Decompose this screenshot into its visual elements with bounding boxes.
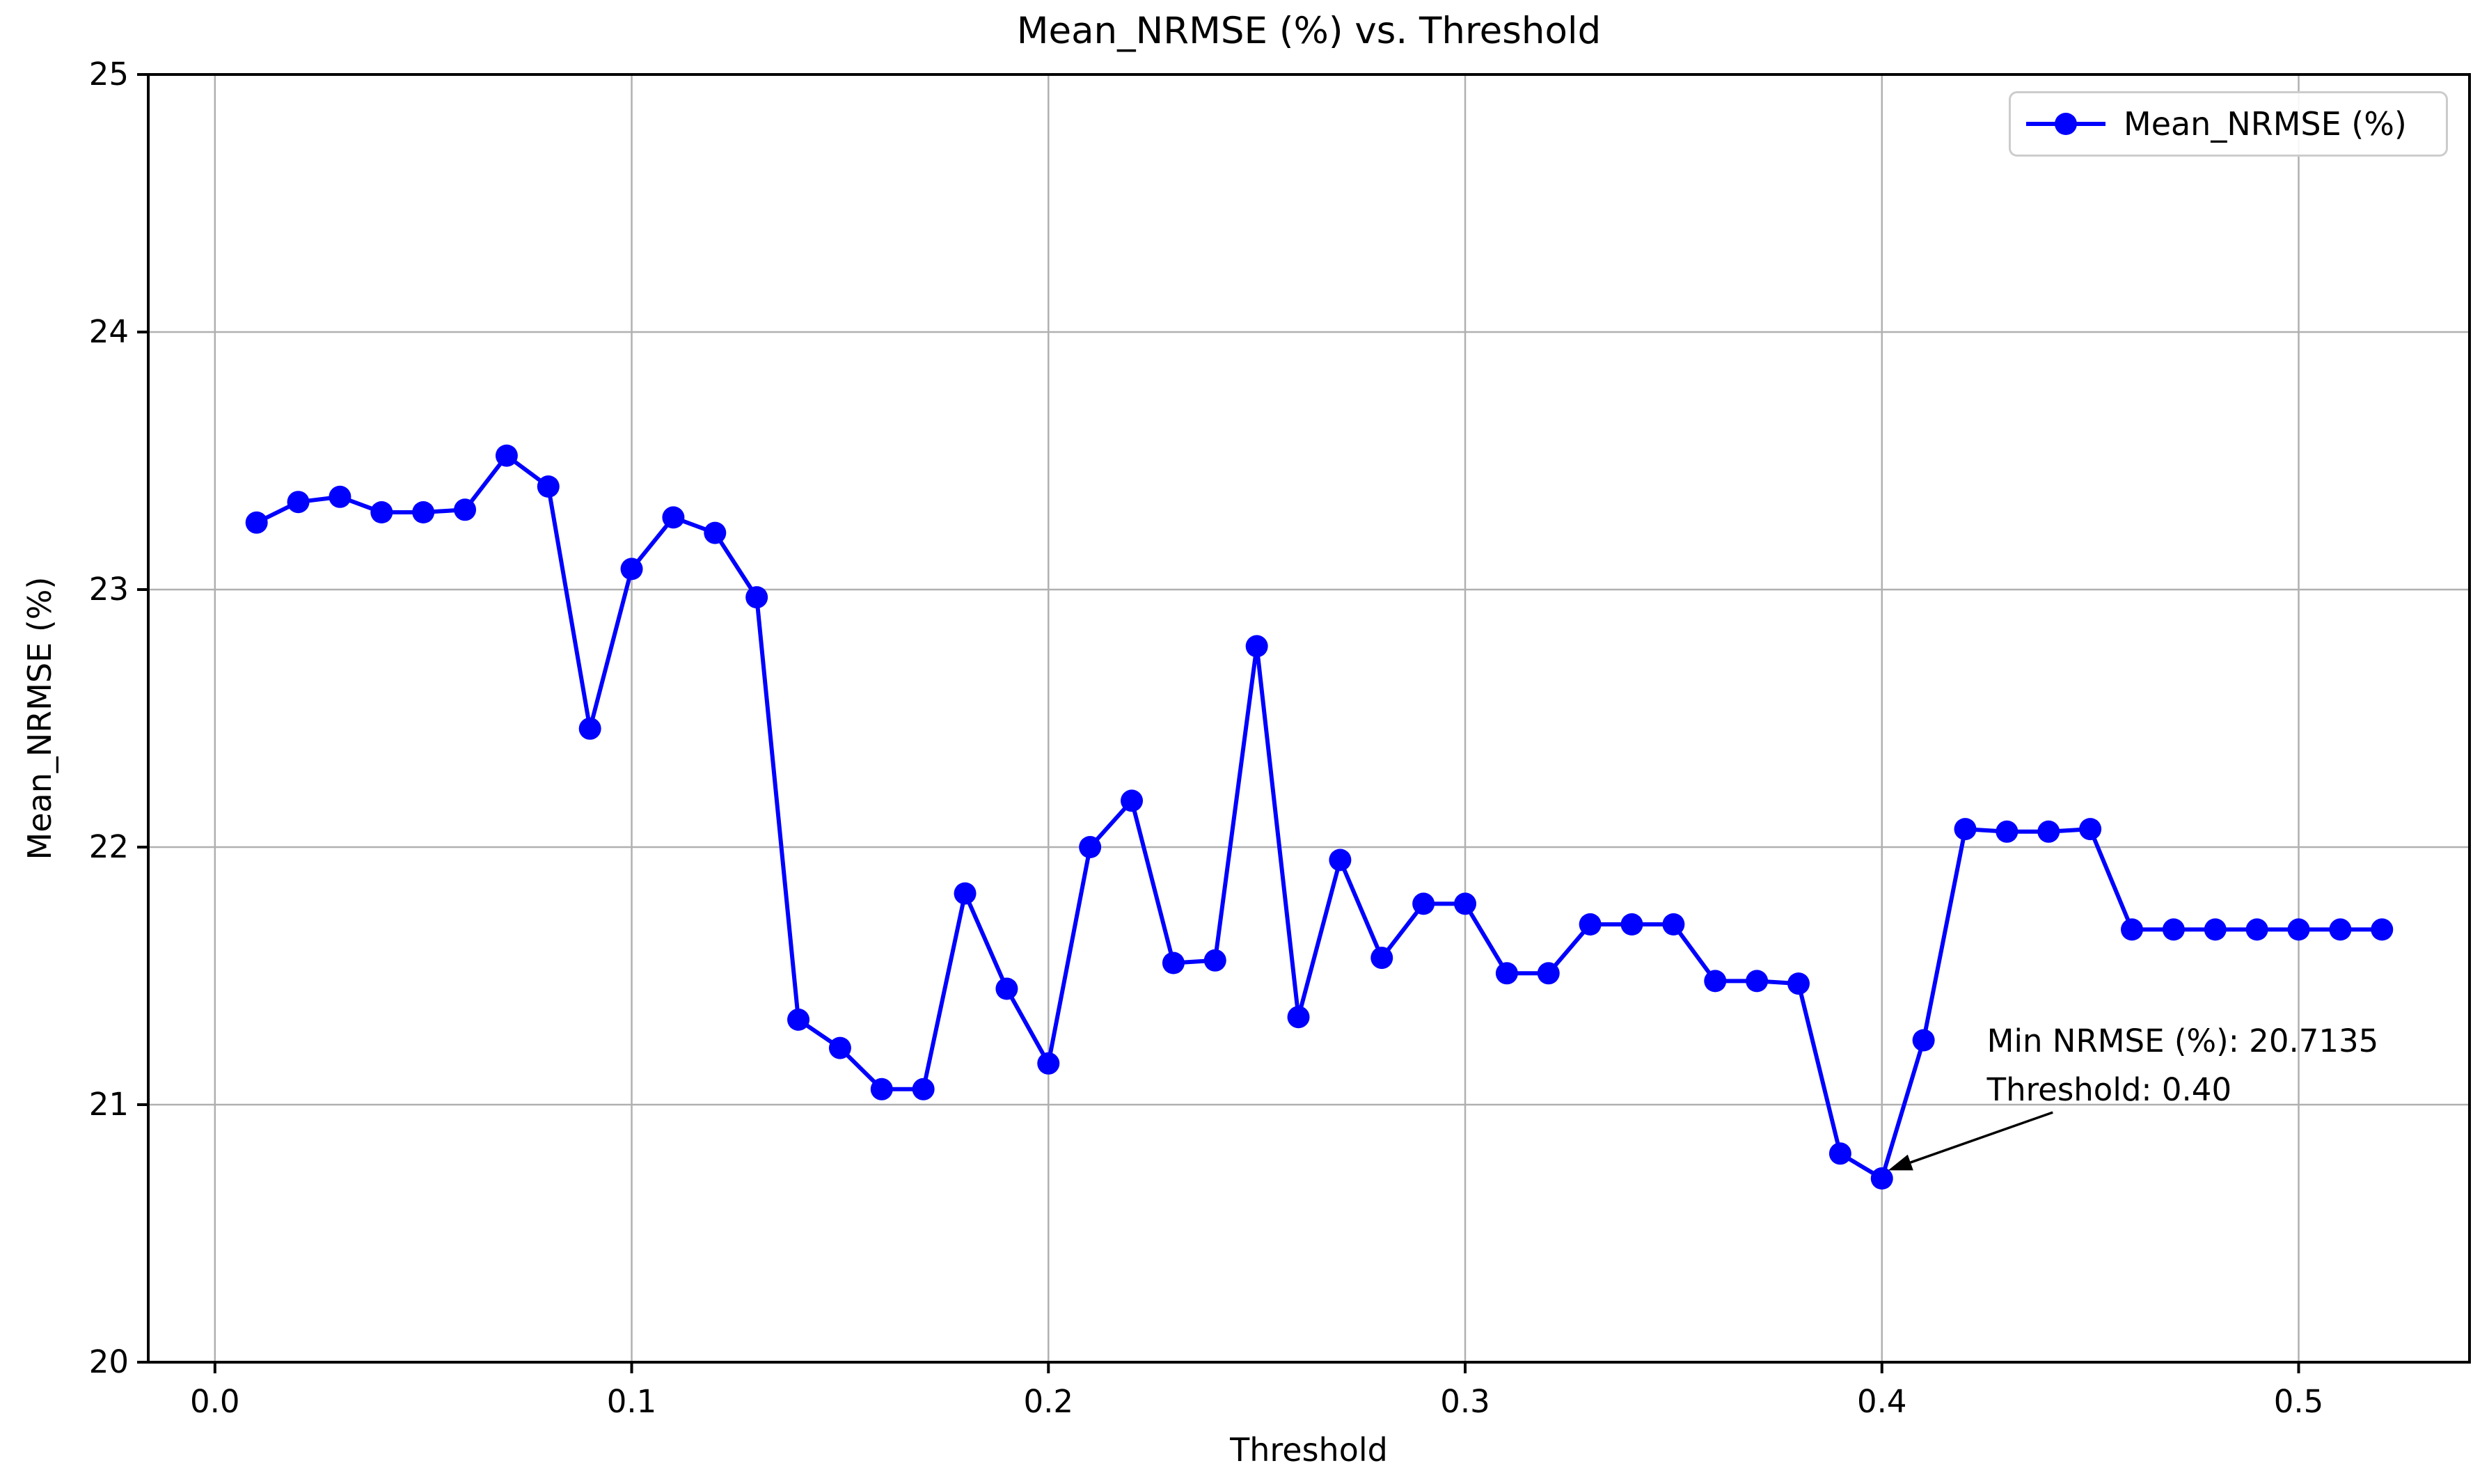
- data-point: [370, 501, 393, 523]
- data-point: [1162, 952, 1185, 974]
- data-point: [745, 586, 768, 609]
- data-point: [787, 1008, 810, 1031]
- data-point: [2204, 918, 2227, 941]
- data-point: [1954, 818, 1977, 841]
- data-point: [1203, 949, 1226, 972]
- data-point: [912, 1078, 935, 1100]
- data-point: [245, 511, 268, 534]
- legend-line-sample: [2026, 113, 2105, 135]
- data-point: [329, 485, 351, 508]
- data-point: [1287, 1006, 1310, 1029]
- legend-marker-icon: [2055, 113, 2077, 135]
- data-point: [2079, 818, 2102, 841]
- data-point: [2329, 918, 2352, 941]
- data-point: [495, 444, 518, 467]
- x-axis-title: Threshold: [1230, 1431, 1388, 1469]
- data-point: [1454, 892, 1477, 915]
- data-point: [1079, 836, 1102, 858]
- data-point: [1996, 820, 2018, 843]
- y-tick-label: 22: [88, 828, 129, 865]
- data-point: [1370, 947, 1393, 970]
- data-point: [578, 717, 601, 740]
- data-point: [995, 977, 1018, 1000]
- data-point: [2371, 918, 2394, 941]
- data-point: [1662, 913, 1685, 936]
- annotation-line-2: Threshold: 0.40: [1986, 1071, 2232, 1109]
- legend-entry-label: Mean_NRMSE (%): [2124, 105, 2407, 143]
- annotation-line-1: Min NRMSE (%): 20.7135: [1986, 1023, 2379, 1060]
- data-point: [1579, 913, 1602, 936]
- y-tick-label: 23: [88, 571, 129, 608]
- y-tick-label: 21: [88, 1086, 129, 1123]
- data-point: [620, 558, 643, 581]
- x-tick-label: 0.2: [1023, 1383, 1074, 1420]
- data-point: [2245, 918, 2268, 941]
- data-point: [1870, 1167, 1893, 1190]
- data-point: [412, 501, 435, 523]
- data-point: [2037, 820, 2060, 843]
- data-point: [537, 475, 560, 498]
- data-point: [1912, 1029, 1935, 1052]
- x-tick-label: 0.5: [2273, 1383, 2324, 1420]
- y-tick-label: 25: [88, 56, 129, 93]
- y-tick-label: 20: [88, 1343, 129, 1380]
- annotation: Min NRMSE (%): 20.7135 Threshold: 0.40: [1987, 1017, 2379, 1114]
- data-point: [1537, 962, 1560, 985]
- data-point: [1828, 1142, 1851, 1165]
- data-point: [2287, 918, 2310, 941]
- data-point: [287, 491, 310, 514]
- data-point: [954, 882, 977, 905]
- data-point: [1620, 913, 1643, 936]
- x-tick-label: 0.4: [1856, 1383, 1907, 1420]
- chart-title: Mean_NRMSE (%) vs. Threshold: [1016, 10, 1602, 52]
- annotation-arrow-head: [1888, 1154, 1913, 1171]
- data-point: [1704, 970, 1727, 993]
- data-line: [254, 453, 2385, 1181]
- data-point: [704, 521, 727, 544]
- data-point: [2121, 918, 2144, 941]
- data-point: [828, 1036, 851, 1059]
- plot-border: [147, 73, 2471, 1364]
- data-point: [1121, 789, 1144, 812]
- x-tick-label: 0.0: [190, 1383, 240, 1420]
- data-point: [1245, 635, 1268, 658]
- data-point: [1787, 972, 1810, 995]
- data-point: [1495, 962, 1518, 985]
- data-point: [870, 1078, 893, 1100]
- data-point: [454, 498, 477, 521]
- data-point: [1412, 892, 1435, 915]
- x-tick-label: 0.3: [1440, 1383, 1490, 1420]
- y-tick-label: 24: [88, 313, 129, 350]
- legend: Mean_NRMSE (%): [2009, 91, 2448, 157]
- data-point: [662, 506, 685, 529]
- annotation-arrow-line: [1910, 1111, 2053, 1164]
- data-point: [2162, 918, 2185, 941]
- y-axis-title: Mean_NRMSE (%): [21, 576, 58, 860]
- data-point: [1037, 1052, 1060, 1075]
- data-point: [1329, 848, 1352, 871]
- x-tick-label: 0.1: [606, 1383, 657, 1420]
- data-point: [1746, 970, 1769, 993]
